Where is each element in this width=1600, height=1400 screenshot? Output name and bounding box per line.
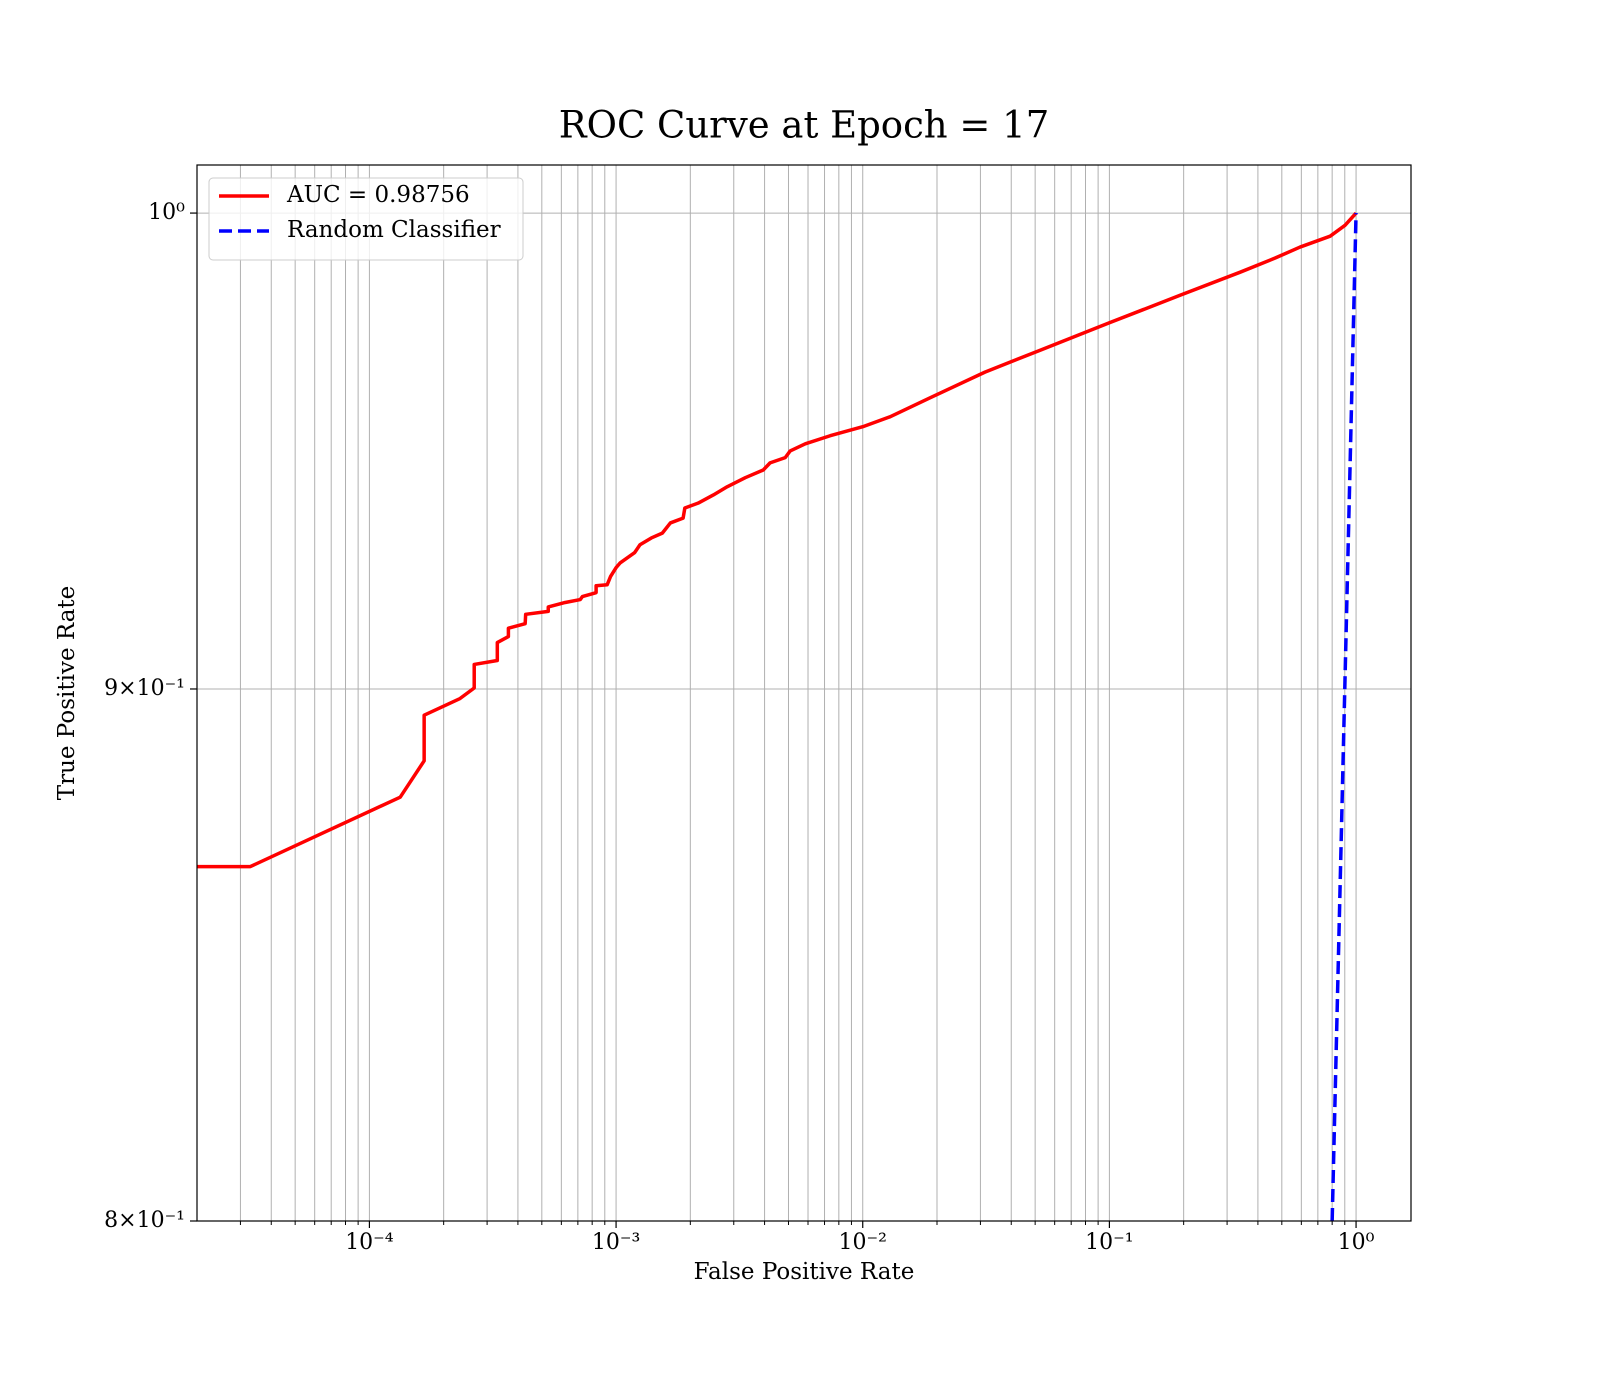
- x-tick-label: 10⁻⁴: [345, 1230, 394, 1255]
- y-axis-label: True Positive Rate: [54, 586, 80, 801]
- x-axis-label: False Positive Rate: [694, 1259, 915, 1285]
- y-tick-label: 8×10⁻¹: [104, 1208, 185, 1233]
- x-tick-label: 10⁻¹: [1085, 1230, 1133, 1255]
- x-tick-label: 10⁻³: [592, 1230, 640, 1255]
- x-tick-label: 10⁻²: [839, 1230, 887, 1255]
- series-line: [1330, 213, 1358, 1221]
- plot-frame: [196, 164, 1412, 1222]
- chart-title: ROC Curve at Epoch = 17: [559, 104, 1049, 147]
- legend-box: [208, 177, 524, 261]
- y-tick-label: 9×10⁻¹: [104, 676, 185, 701]
- plot-area: [197, 211, 1358, 1221]
- legend: AUC = 0.98756 Random Classifier: [208, 177, 524, 261]
- x-tick-label: 10⁰: [1338, 1230, 1375, 1255]
- legend-label: Random Classifier: [287, 217, 501, 243]
- axes: 10⁻⁴ 10⁻³ 10⁻² 10⁻¹ 10⁰ 8×10⁻¹ 9×10⁻¹ 10⁰ AUC = …: [104, 164, 1412, 1255]
- legend-label: AUC = 0.98756: [286, 182, 470, 208]
- y-tick-label: 10⁰: [148, 200, 185, 225]
- grid: [197, 165, 1411, 1222]
- series-line: [197, 211, 1358, 869]
